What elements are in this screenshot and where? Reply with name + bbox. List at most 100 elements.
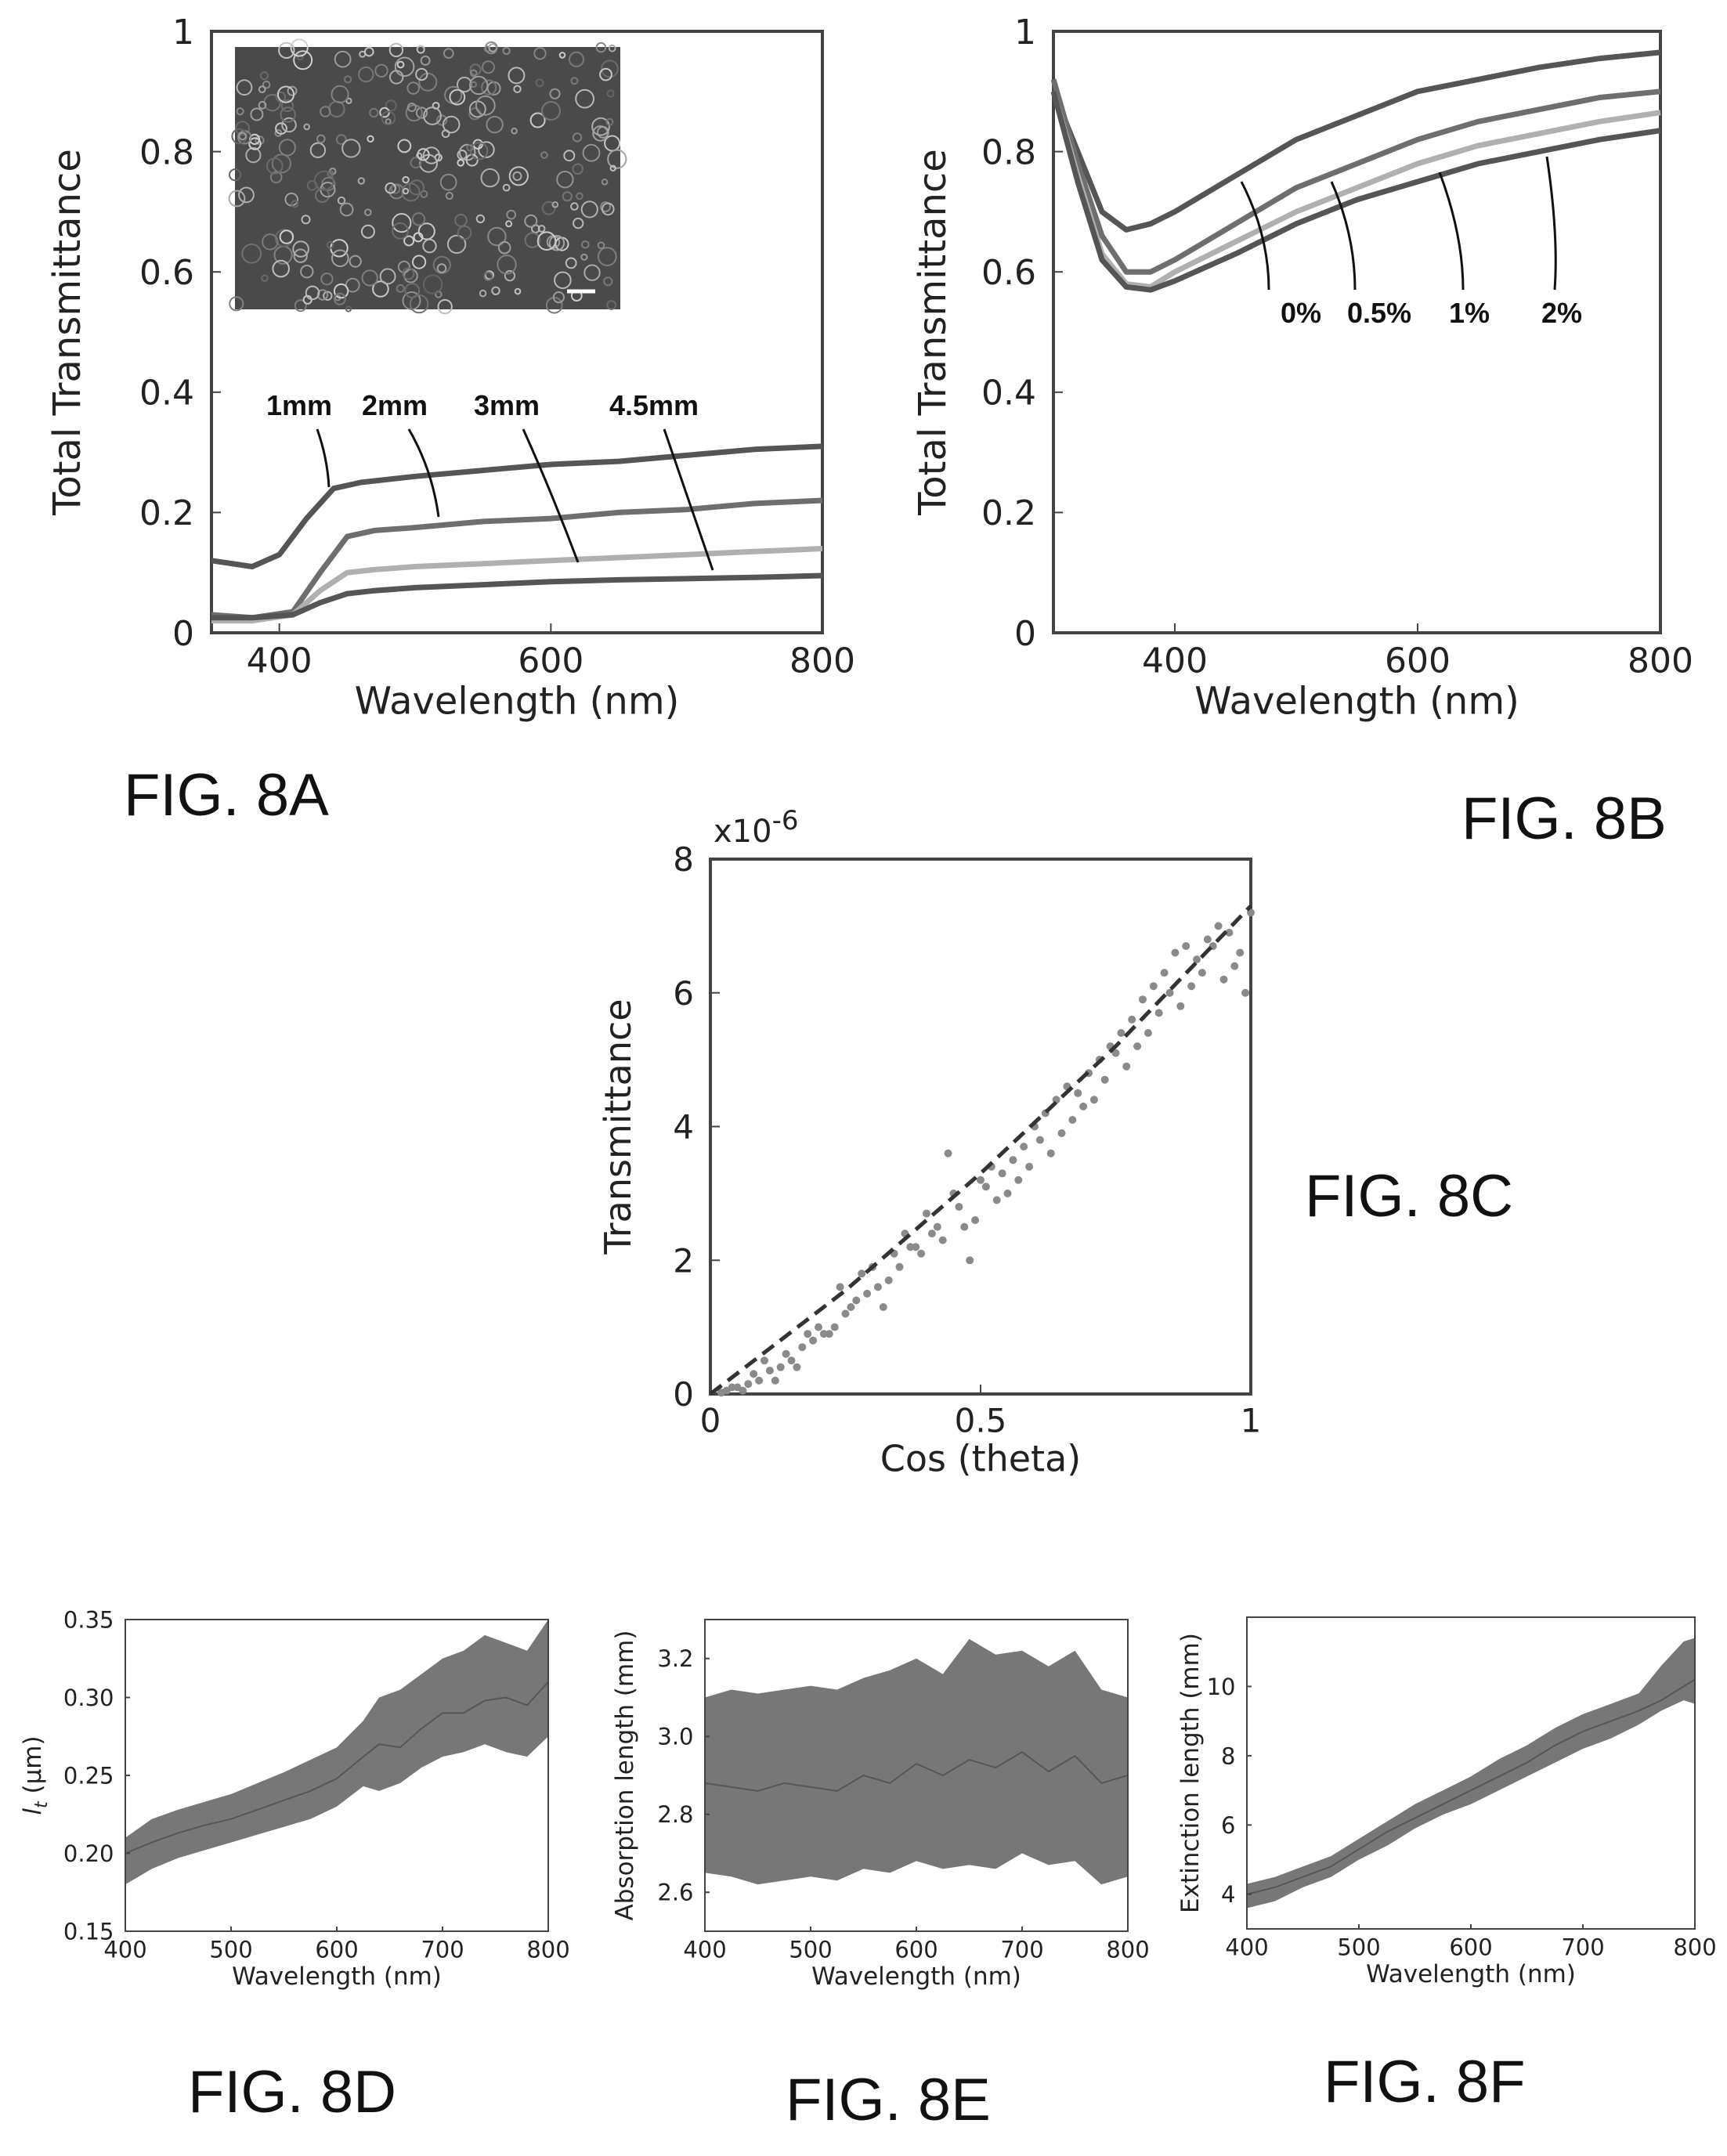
inset-particle	[278, 139, 296, 157]
inset-particle	[300, 265, 314, 279]
inset-particle	[272, 259, 291, 278]
inset-particle	[595, 42, 607, 53]
annotation-leader	[522, 428, 580, 563]
y-tick-label: 0.2	[981, 493, 1036, 533]
y-tick-label: 0.6	[139, 253, 194, 293]
inset-particle	[245, 147, 262, 164]
inset-particle	[601, 179, 609, 186]
inset-particle	[402, 267, 415, 280]
inset-particle	[454, 214, 468, 227]
scatter-point	[787, 1356, 796, 1365]
y-axis-label: lt (μm)	[19, 1735, 52, 1815]
inset-particle	[508, 67, 526, 85]
scatter-point	[1149, 982, 1158, 991]
inset-particle	[258, 100, 267, 110]
chart-8f: 400 500 600 700 800 4 6 8 10 Wavelength (nm) Extin…	[1176, 1616, 1717, 1988]
inset-particle	[361, 269, 378, 287]
scatter-point	[836, 1283, 844, 1291]
scatter-point	[804, 1330, 812, 1338]
scatter-point	[960, 1222, 969, 1231]
inset-particle	[423, 107, 442, 125]
inset-particle	[238, 132, 247, 141]
inset-particle	[392, 222, 409, 240]
scatter-point	[1171, 948, 1180, 957]
inset-particle	[341, 139, 361, 158]
inset-particle	[396, 283, 405, 293]
inset-particle	[512, 171, 522, 181]
inset-particle	[349, 255, 362, 268]
scatter-point	[998, 1169, 1006, 1178]
scatter-point	[1046, 1149, 1055, 1157]
series-annotation: 4.5mm	[609, 389, 699, 421]
inset-particle	[229, 168, 242, 182]
inset-particle	[605, 117, 614, 126]
inset-particle	[416, 45, 425, 54]
mean-line	[125, 1681, 549, 1854]
inset-particle	[315, 188, 330, 203]
scatter-point	[923, 1209, 930, 1218]
scatter-point	[750, 1370, 758, 1378]
inset-particle	[576, 192, 583, 200]
scatter-point	[977, 1176, 985, 1184]
inset-particle	[504, 269, 516, 282]
scatter-point	[1165, 988, 1174, 997]
inset-particle	[236, 79, 253, 96]
inset-particle	[415, 67, 428, 81]
inset-particle	[409, 294, 429, 314]
inset-particle	[291, 200, 299, 208]
y-tick-label: 8	[673, 840, 694, 879]
scatter-point	[1009, 1156, 1017, 1165]
scatter-point	[863, 1289, 872, 1298]
inset-particle	[603, 276, 613, 287]
scatter-point	[765, 1367, 774, 1375]
annotation-leader	[407, 428, 440, 518]
inset-particle	[334, 50, 352, 68]
inset-particle	[549, 88, 561, 99]
y-tick-label: 2.8	[657, 1801, 693, 1828]
inset-particle	[470, 142, 489, 161]
inset-particle	[537, 225, 546, 233]
inset-particle	[417, 148, 430, 161]
inset-particle	[279, 229, 294, 244]
inset-particle	[241, 243, 262, 264]
fig-8e-label: FIG. 8E	[786, 2067, 991, 2133]
scatter-point	[971, 1216, 980, 1224]
inset-particle	[470, 69, 478, 78]
y-axis-label: Absorption length (mm)	[611, 1631, 639, 1921]
inset-particle	[422, 274, 443, 294]
x-tick-label: 600	[315, 1936, 358, 1963]
inset-particle	[290, 38, 309, 57]
inset-particle	[514, 287, 522, 295]
confidence-band	[1247, 1638, 1695, 1909]
series-annotation: 3mm	[474, 389, 540, 421]
inset-particle	[404, 283, 421, 298]
inset-particle	[326, 240, 334, 249]
scatter-point	[771, 1376, 779, 1385]
inset-particle	[554, 271, 572, 290]
x-axis-label: Wavelength (nm)	[355, 679, 680, 723]
inset-particle	[524, 214, 538, 228]
inset-particle	[228, 190, 246, 208]
inset-particle	[432, 255, 451, 274]
inset-particle	[482, 60, 495, 74]
scatter-point	[1111, 1049, 1120, 1057]
inset-particle	[278, 42, 295, 60]
y-tick-label: 3.2	[657, 1645, 693, 1672]
x-tick-label: 400	[1142, 641, 1208, 681]
scatter-point	[955, 1203, 963, 1211]
inset-particle	[552, 291, 565, 304]
inset-particle	[262, 80, 271, 89]
scatter-point	[733, 1383, 742, 1392]
inset-particle	[396, 60, 405, 69]
inset-particle	[478, 141, 495, 158]
scatter-point	[906, 1243, 915, 1251]
y-tick-label: 0	[172, 614, 194, 654]
scatter-point	[1117, 1029, 1125, 1037]
inset-particle	[558, 52, 566, 59]
series-line-0%	[1050, 49, 1661, 233]
y-axis-label-subscript: t	[32, 1800, 52, 1808]
inset-particle	[449, 88, 466, 106]
scatter-point	[1068, 1116, 1077, 1124]
scatter-point	[1203, 935, 1212, 944]
x-tick-label: 800	[789, 641, 855, 681]
